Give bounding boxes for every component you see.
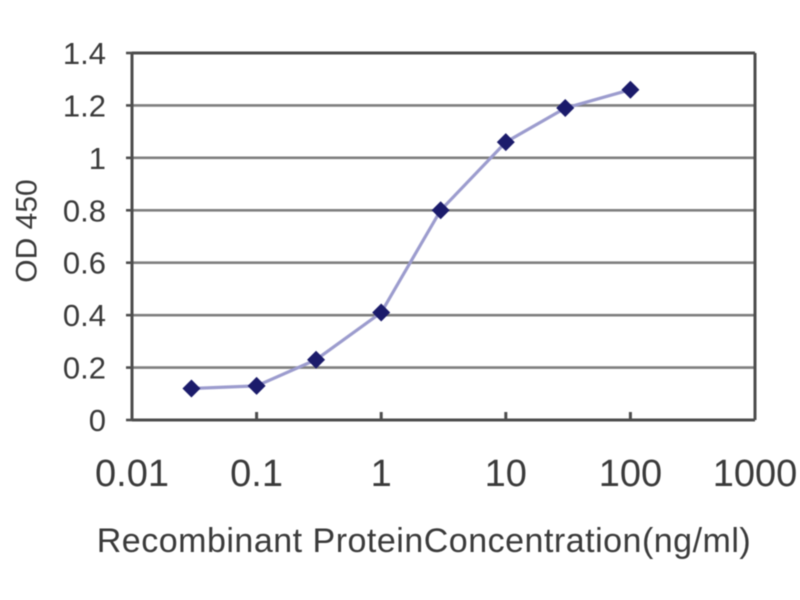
series-line bbox=[191, 88, 631, 391]
data-point-10ngml bbox=[496, 133, 515, 152]
axes bbox=[130, 51, 757, 422]
y-tick-label-0.6: 0.6 bbox=[63, 246, 106, 281]
y-tick-label-0: 0 bbox=[89, 403, 106, 438]
y-tick-labels: 0 0.2 0.4 0.6 0.8 1 1.2 1.4 bbox=[63, 36, 106, 438]
y-axis-title: OD 450 bbox=[11, 179, 44, 282]
y-tick-label-1.4: 1.4 bbox=[63, 36, 106, 71]
x-tick-label-1: 1 bbox=[371, 453, 392, 495]
x-tick-label-100: 100 bbox=[599, 453, 662, 495]
x-axis-title: Recombinant ProteinConcentration(ng/ml) bbox=[97, 522, 751, 560]
y-tick-label-1.2: 1.2 bbox=[63, 88, 106, 123]
x-tick-label-0.1: 0.1 bbox=[230, 453, 283, 495]
data-point-0.1ngml bbox=[247, 376, 266, 395]
x-tick-label-0.01: 0.01 bbox=[95, 453, 169, 495]
data-point-3ngml bbox=[431, 201, 450, 220]
data-point-100ngml bbox=[621, 80, 640, 99]
data-point-30ngml bbox=[556, 99, 575, 118]
axis-ticks bbox=[126, 51, 757, 422]
data-point-markers bbox=[182, 80, 640, 398]
x-tick-label-1000: 1000 bbox=[713, 453, 798, 495]
x-tick-labels: 0.01 0.1 1 10 100 1000 bbox=[95, 453, 797, 495]
data-point-0.3ngml bbox=[307, 350, 326, 369]
y-tick-label-0.8: 0.8 bbox=[63, 193, 106, 228]
data-point-1ngml bbox=[372, 303, 391, 322]
y-tick-label-1: 1 bbox=[89, 141, 106, 176]
y-tick-label-0.4: 0.4 bbox=[63, 298, 106, 333]
data-point-0.03ngml bbox=[182, 379, 201, 398]
x-tick-label-10: 10 bbox=[485, 453, 527, 495]
y-tick-label-0.2: 0.2 bbox=[63, 351, 106, 386]
